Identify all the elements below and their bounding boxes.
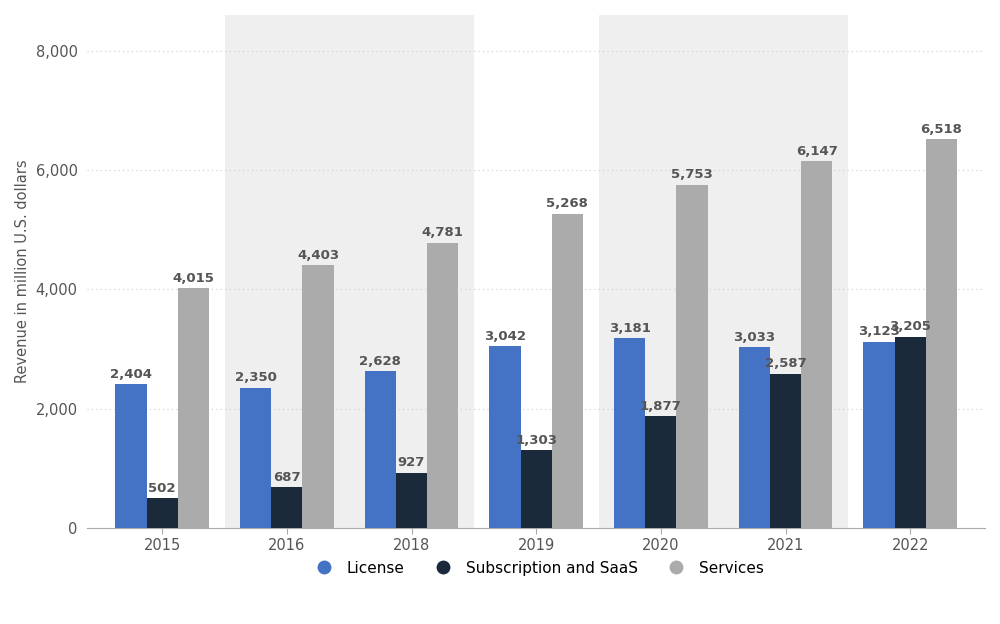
Bar	[271, 487, 302, 528]
Bar	[365, 371, 396, 528]
Text: 2,587: 2,587	[765, 358, 806, 370]
Text: 502: 502	[148, 482, 176, 495]
Text: 4,015: 4,015	[172, 272, 214, 285]
Bar	[349, 15, 474, 528]
Bar	[645, 416, 676, 528]
Bar	[521, 450, 552, 528]
Text: 927: 927	[398, 456, 425, 469]
Text: 2,350: 2,350	[235, 371, 277, 384]
Text: 4,403: 4,403	[297, 249, 339, 262]
Bar	[427, 243, 458, 528]
Text: 5,268: 5,268	[546, 197, 588, 210]
Text: 2,628: 2,628	[359, 355, 401, 368]
Bar	[863, 341, 895, 528]
Bar	[723, 15, 848, 528]
Text: 3,205: 3,205	[889, 320, 931, 333]
Text: 2,404: 2,404	[110, 368, 152, 381]
Bar	[926, 139, 957, 528]
Bar	[801, 161, 832, 528]
Bar	[599, 15, 723, 528]
Bar	[895, 337, 926, 528]
Bar	[614, 338, 645, 528]
Bar	[676, 185, 708, 528]
Text: 3,033: 3,033	[733, 331, 775, 344]
Text: 3,181: 3,181	[609, 322, 651, 335]
Text: 1,877: 1,877	[640, 399, 682, 412]
Bar	[178, 288, 209, 528]
Text: 3,123: 3,123	[858, 325, 900, 338]
Text: 4,781: 4,781	[422, 227, 464, 240]
Bar	[552, 213, 583, 528]
Bar	[489, 346, 521, 528]
Text: 687: 687	[273, 470, 301, 484]
Bar	[147, 498, 178, 528]
Bar	[225, 15, 349, 528]
Text: 6,147: 6,147	[796, 145, 838, 158]
Text: 1,303: 1,303	[515, 434, 557, 447]
Legend: License, Subscription and SaaS, Services: License, Subscription and SaaS, Services	[303, 555, 770, 582]
Bar	[396, 472, 427, 528]
Bar	[739, 347, 770, 528]
Bar	[115, 384, 147, 528]
Bar	[302, 265, 334, 528]
Text: 5,753: 5,753	[671, 168, 713, 182]
Text: 3,042: 3,042	[484, 330, 526, 343]
Bar	[770, 374, 801, 528]
Text: 6,518: 6,518	[920, 123, 962, 136]
Y-axis label: Revenue in million U.S. dollars: Revenue in million U.S. dollars	[15, 160, 30, 383]
Bar	[240, 388, 271, 528]
